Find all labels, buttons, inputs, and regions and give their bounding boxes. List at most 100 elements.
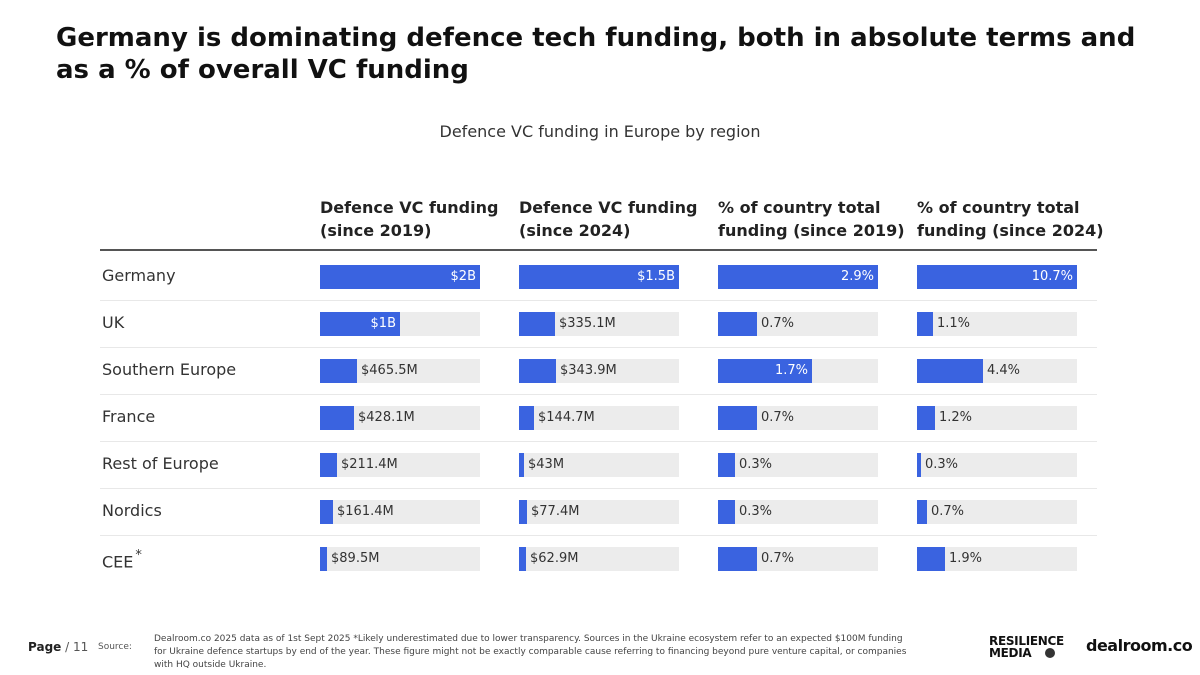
funding-table: Defence VC funding (since 2019) Defence … <box>100 150 1104 582</box>
logo-line: MEDIA <box>989 647 1064 659</box>
table-row: Germany $2B $1.5B 2.9% 10.7% <box>100 253 1097 301</box>
bar <box>519 359 556 383</box>
bar-track: $2B <box>320 265 480 289</box>
bar <box>519 312 555 336</box>
bar-value-label: $89.5M <box>331 551 380 566</box>
bar <box>519 500 527 524</box>
region-label: Rest of Europe <box>102 454 219 473</box>
bar <box>320 500 333 524</box>
bar <box>320 547 327 571</box>
globe-icon <box>1045 648 1056 658</box>
region-label: Germany <box>102 266 176 285</box>
bar-value-label: $1B <box>370 316 396 331</box>
bar-track: $1.5B <box>519 265 679 289</box>
bar-track: 1.9% <box>917 547 1077 571</box>
bar-track: 0.3% <box>718 500 878 524</box>
table-row: Southern Europe $465.5M $343.9M 1.7% 4.4% <box>100 347 1097 395</box>
table-row: France $428.1M $144.7M 0.7% 1.2% <box>100 394 1097 442</box>
bar-value-label: $2B <box>450 269 476 284</box>
bar <box>917 453 921 477</box>
bar <box>718 500 735 524</box>
bar-value-label: 0.3% <box>739 504 773 519</box>
resilience-media-logo: RESILIENCE MEDIA <box>989 635 1064 659</box>
bar-value-label: $465.5M <box>361 363 418 378</box>
logo-line: RESILIENCE <box>989 634 1064 648</box>
footnote-marker: * <box>135 548 142 563</box>
page-number: / 11 <box>65 640 89 654</box>
bar <box>917 312 933 336</box>
column-header: Defence VC funding (since 2019) <box>320 198 499 240</box>
bar <box>718 547 757 571</box>
bar <box>519 265 679 289</box>
bar-track: 0.7% <box>718 312 878 336</box>
bar-track: $161.4M <box>320 500 480 524</box>
bar-track: 0.3% <box>917 453 1077 477</box>
bar-track: $43M <box>519 453 679 477</box>
page-label: Page <box>28 640 62 654</box>
bar-track: $144.7M <box>519 406 679 430</box>
bar-value-label: 10.7% <box>1031 269 1073 284</box>
bar <box>320 453 337 477</box>
bar-value-label: $77.4M <box>531 504 580 519</box>
bar-value-label: $62.9M <box>530 551 579 566</box>
table-row: Nordics $161.4M $77.4M 0.3% 0.7% <box>100 488 1097 536</box>
bar-value-label: 0.7% <box>761 316 795 331</box>
bar-track: 0.7% <box>718 406 878 430</box>
bar <box>519 406 534 430</box>
bar-value-label: $1.5B <box>637 269 675 284</box>
bar <box>320 406 354 430</box>
bar-value-label: 0.7% <box>761 551 795 566</box>
bar-value-label: 4.4% <box>987 363 1021 378</box>
region-label: Nordics <box>102 501 162 520</box>
bar <box>519 453 524 477</box>
bar <box>320 265 480 289</box>
bar-value-label: $343.9M <box>560 363 617 378</box>
bar <box>718 453 735 477</box>
column-header: % of country total funding (since 2024) <box>917 198 1104 240</box>
bar-track: 1.2% <box>917 406 1077 430</box>
bar-value-label: 0.3% <box>925 457 959 472</box>
bar-track: 2.9% <box>718 265 878 289</box>
region-label: CEE * <box>102 548 142 572</box>
bar-value-label: 0.7% <box>761 410 795 425</box>
bar-track: 1.7% <box>718 359 878 383</box>
bar-track: 0.7% <box>917 500 1077 524</box>
source-note: Dealroom.co 2025 data as of 1st Sept 202… <box>154 634 907 670</box>
bar-track: $77.4M <box>519 500 679 524</box>
bar-value-label: 2.9% <box>840 269 874 284</box>
bar-value-label: $335.1M <box>559 316 616 331</box>
column-header: Defence VC funding (since 2024) <box>519 198 698 240</box>
bar-track: $62.9M <box>519 547 679 571</box>
bar-track: $89.5M <box>320 547 480 571</box>
table-row: Rest of Europe $211.4M $43M 0.3% 0.3% <box>100 441 1097 489</box>
bar-track: $1B <box>320 312 480 336</box>
bar <box>718 312 757 336</box>
bar <box>718 265 878 289</box>
bar-value-label: 1.1% <box>937 316 971 331</box>
table-row: UK $1B $335.1M 0.7% 1.1% <box>100 300 1097 348</box>
bar-track: $343.9M <box>519 359 679 383</box>
bar-value-label: $43M <box>528 457 565 472</box>
bar-value-label: 1.7% <box>774 363 808 378</box>
bar <box>917 547 945 571</box>
bar <box>718 406 757 430</box>
bar <box>718 359 812 383</box>
bar-track: 4.4% <box>917 359 1077 383</box>
region-label: UK <box>102 313 125 332</box>
bar <box>519 547 526 571</box>
bar-track: $465.5M <box>320 359 480 383</box>
bar-value-label: 0.3% <box>739 457 773 472</box>
bar-track: $211.4M <box>320 453 480 477</box>
bar-value-label: $161.4M <box>337 504 394 519</box>
bar <box>917 265 1077 289</box>
bar <box>320 359 357 383</box>
bar <box>917 406 935 430</box>
bar-track: $428.1M <box>320 406 480 430</box>
source-label: Source: <box>98 642 132 652</box>
bar-track: 0.7% <box>718 547 878 571</box>
bar-track: $335.1M <box>519 312 679 336</box>
bar <box>320 312 400 336</box>
column-header: % of country total funding (since 2019) <box>718 198 905 240</box>
bar-value-label: $211.4M <box>341 457 398 472</box>
region-label: Southern Europe <box>102 360 237 379</box>
